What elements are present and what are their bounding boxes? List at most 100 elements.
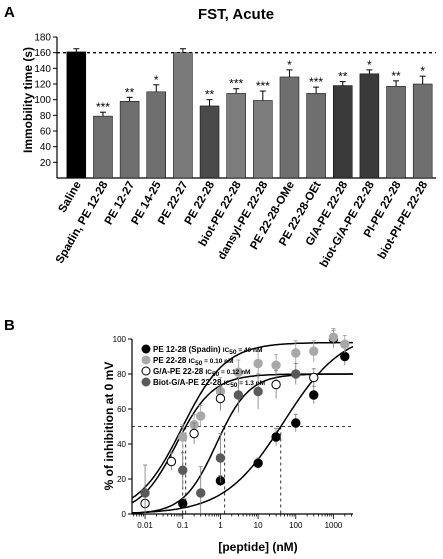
significance-label: * xyxy=(367,58,372,72)
significance-label: *** xyxy=(96,100,110,114)
data-point xyxy=(253,358,263,369)
legend-ic50-value: = 0.10 nM xyxy=(202,358,233,365)
data-point xyxy=(140,488,150,498)
data-point xyxy=(253,386,263,397)
x-tick-label: 100 xyxy=(289,521,303,530)
y-tick-label: 0 xyxy=(122,510,127,519)
significance-label: ** xyxy=(391,69,401,83)
data-point xyxy=(215,453,226,463)
y-tick-label: 80 xyxy=(40,111,52,122)
significance-label: ** xyxy=(338,70,348,84)
legend-label: PE 22-28 IC50 = 0.10 nM xyxy=(153,356,234,367)
y-tick-label: 80 xyxy=(117,370,126,379)
x-tick-label: 10 xyxy=(254,521,263,530)
data-point xyxy=(166,456,177,467)
legend-ic50: IC xyxy=(223,347,230,354)
fit-curve xyxy=(131,341,353,499)
panel-a-label: A xyxy=(4,4,15,21)
legend-marker xyxy=(141,377,151,387)
x-tick-label: 0.01 xyxy=(137,521,153,530)
y-tick-label: 40 xyxy=(40,142,52,153)
legend-ic50-subscript: 50 xyxy=(230,382,238,389)
data-point xyxy=(196,488,206,498)
chart-a-title: FST, Acute xyxy=(198,6,274,23)
significance-label: * xyxy=(420,64,425,78)
data-point xyxy=(271,360,281,370)
bar xyxy=(199,105,220,179)
y-tick-label: 60 xyxy=(117,405,126,414)
data-point xyxy=(309,372,319,383)
bar xyxy=(253,100,273,179)
data-point xyxy=(309,390,319,400)
data-point xyxy=(291,418,301,428)
panel-b-label: B xyxy=(4,317,15,334)
legend-ic50: IC xyxy=(189,358,196,365)
bar xyxy=(333,85,353,179)
bar xyxy=(359,73,380,179)
data-point xyxy=(291,348,301,358)
bar xyxy=(119,100,140,179)
chart-a-plot: 20406080100120140160180Saline***Spadin, … xyxy=(34,33,436,270)
significance-label: *** xyxy=(309,75,323,89)
bar xyxy=(66,51,87,179)
legend-ic50: IC xyxy=(205,369,212,376)
y-tick-label: 180 xyxy=(34,33,51,44)
data-point xyxy=(340,351,350,362)
significance-label: * xyxy=(154,73,159,87)
category-label: biot-PI-PE 22-28 xyxy=(376,179,430,261)
data-point xyxy=(271,379,281,390)
category-label: Spadin, PE 12-28 xyxy=(54,179,111,266)
bar xyxy=(386,86,406,179)
legend-label: Biot-G/A-PE 22-28 IC50 = 1.3 nM xyxy=(153,378,265,389)
legend-ic50-value: = 0.12 nM xyxy=(219,369,250,376)
data-point xyxy=(196,411,206,421)
y-tick-label: 40 xyxy=(117,440,126,449)
y-tick-label: 60 xyxy=(40,127,52,138)
significance-label: *** xyxy=(256,79,270,93)
legend-marker xyxy=(141,366,151,376)
legend-label: PE 12-28 (Spadin) IC50 = 40 nM xyxy=(153,345,262,356)
data-point xyxy=(291,369,301,379)
bar xyxy=(306,93,326,179)
data-point xyxy=(253,458,263,468)
y-tick-label: 120 xyxy=(34,80,51,91)
significance-label: * xyxy=(287,58,292,72)
data-point xyxy=(178,432,188,442)
bar xyxy=(279,76,300,179)
legend-ic50-subscript: 50 xyxy=(229,349,237,356)
y-tick-label: 100 xyxy=(34,95,51,106)
x-tick-label: 1000 xyxy=(325,521,343,530)
significance-label: *** xyxy=(229,77,243,91)
y-tick-label: 20 xyxy=(40,158,52,169)
bar xyxy=(93,115,113,179)
bar xyxy=(412,83,433,179)
bar xyxy=(226,93,246,179)
chart-b-plot: 0 20 40 60 80 100 0.01 0.1 1 10 100 1000 PE 12-28 (S… xyxy=(113,328,354,530)
legend-ic50-subscript: 50 xyxy=(212,371,220,378)
legend-ic50: IC xyxy=(224,380,231,387)
legend-label: G/A-PE 22-28 IC50 = 0.12 nM xyxy=(153,367,250,378)
bar xyxy=(173,52,193,179)
category-label: Saline xyxy=(57,180,84,215)
chart-b-ylabel: % of inhibition at 0 mV xyxy=(102,362,116,491)
data-point xyxy=(328,332,339,342)
significance-label: ** xyxy=(205,88,215,102)
data-point xyxy=(340,339,350,349)
data-point xyxy=(271,432,281,442)
legend-ic50-subscript: 50 xyxy=(195,360,203,367)
legend-ic50-value: = 40 nM xyxy=(237,347,263,354)
x-tick-label: 0.1 xyxy=(177,521,189,530)
y-tick-label: 20 xyxy=(117,475,126,484)
data-point xyxy=(233,367,244,377)
y-tick-label: 160 xyxy=(34,48,51,59)
bar xyxy=(146,91,166,179)
data-point xyxy=(215,393,226,404)
y-tick-label: 100 xyxy=(113,335,127,344)
x-tick-label: 1 xyxy=(218,521,223,530)
data-point xyxy=(233,390,244,400)
significance-label: ** xyxy=(125,85,135,99)
data-point xyxy=(189,428,199,439)
data-point xyxy=(178,465,188,475)
chart-b-xlabel: [peptide] (nM) xyxy=(218,540,297,554)
